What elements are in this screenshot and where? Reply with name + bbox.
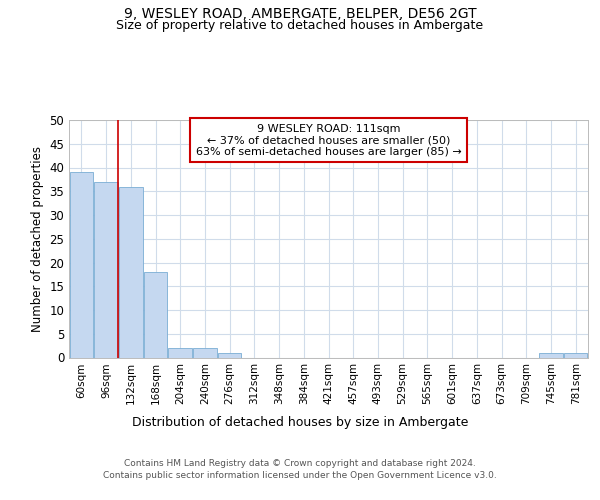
Bar bbox=[119, 186, 143, 358]
Text: 9, WESLEY ROAD, AMBERGATE, BELPER, DE56 2GT: 9, WESLEY ROAD, AMBERGATE, BELPER, DE56 … bbox=[124, 8, 476, 22]
Bar bbox=[193, 348, 217, 358]
Bar bbox=[94, 182, 118, 358]
Y-axis label: Number of detached properties: Number of detached properties bbox=[31, 146, 44, 332]
Text: 9 WESLEY ROAD: 111sqm
← 37% of detached houses are smaller (50)
63% of semi-deta: 9 WESLEY ROAD: 111sqm ← 37% of detached … bbox=[196, 124, 461, 157]
Text: Distribution of detached houses by size in Ambergate: Distribution of detached houses by size … bbox=[132, 416, 468, 429]
Bar bbox=[564, 353, 587, 358]
Bar bbox=[144, 272, 167, 358]
Text: Contains HM Land Registry data © Crown copyright and database right 2024.
Contai: Contains HM Land Registry data © Crown c… bbox=[103, 459, 497, 480]
Bar bbox=[169, 348, 192, 358]
Bar bbox=[70, 172, 93, 358]
Bar bbox=[539, 353, 563, 358]
Bar bbox=[218, 353, 241, 358]
Text: Size of property relative to detached houses in Ambergate: Size of property relative to detached ho… bbox=[116, 19, 484, 32]
